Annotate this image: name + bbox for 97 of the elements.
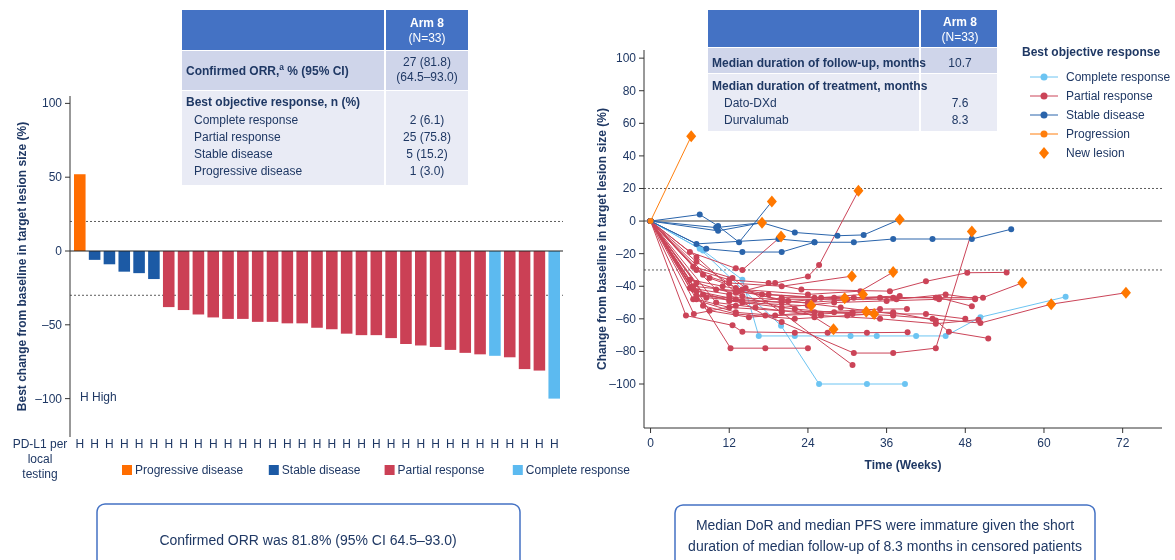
x-tick-label: 72 <box>1115 436 1130 450</box>
y-tick-label: 100 <box>615 51 637 66</box>
x-tick-label: H <box>505 437 515 451</box>
y-tick-label: 0 <box>629 214 637 229</box>
x-tick-label: H <box>208 437 218 451</box>
annotation: Stable disease <box>194 147 274 161</box>
x-tick-label: H <box>75 437 85 451</box>
text: Median DoR and median PFS were immature given the short <box>695 517 1075 533</box>
x-tick-label: H <box>90 437 99 451</box>
legend-label: Partial response <box>1066 89 1154 103</box>
x-tick-label: H <box>327 437 337 451</box>
annotation: Median duration of treatment, months <box>712 79 928 93</box>
y-tick-label: –80 <box>615 344 637 359</box>
y-tick-label: 20 <box>622 181 637 196</box>
y-tick-label: 80 <box>622 83 637 98</box>
x-tick-label: H <box>416 437 426 451</box>
x-tick-label: H <box>134 437 144 451</box>
x-tick-label: 48 <box>958 436 973 450</box>
annotation: 10.7 <box>948 56 972 70</box>
legend-label: Partial response <box>397 463 485 477</box>
text: duration of median follow-up of 8.3 months in censored patients <box>688 538 1082 554</box>
x-tick-label: H <box>119 437 129 451</box>
text: (N=33) <box>408 31 446 45</box>
annotation: 1 (3.0) <box>409 164 445 178</box>
legend-label: New lesion <box>1066 146 1125 160</box>
x-tick-label: 60 <box>1037 436 1051 450</box>
legend-label: Progression <box>1066 127 1131 141</box>
annotation: 2 (6.1) <box>409 113 445 127</box>
y-tick-label: –100 <box>609 377 637 392</box>
text: (N=33) <box>941 30 979 44</box>
y-tick-label: –50 <box>41 317 63 332</box>
y-tick-label: –100 <box>35 391 63 406</box>
annotation: Median duration of follow-up, months <box>712 56 927 70</box>
annotation: Best objective response, n (%) <box>186 95 361 109</box>
x-tick-label: 12 <box>722 436 737 450</box>
y-tick-label: 40 <box>622 148 637 163</box>
x-tick-label: H <box>520 437 529 451</box>
text: Confirmed ORR was 81.8% (95% CI 64.5–93.0) <box>159 532 457 548</box>
x-tick-label: H <box>549 437 559 451</box>
x-tick-label: H <box>490 437 500 451</box>
x-tick-label: H <box>371 437 381 451</box>
annotation: Durvalumab <box>724 113 790 127</box>
x-tick-label: H <box>268 437 277 451</box>
x-tick-label: H <box>312 437 322 451</box>
text: 27 (81.8) <box>402 55 452 69</box>
legend-label: Complete response <box>1066 70 1171 84</box>
text: Arm 8 <box>942 15 978 29</box>
x-tick-label: H <box>194 437 203 451</box>
legend-label: Stable disease <box>281 463 361 477</box>
text: Confirmed ORR,$^{a}$ % (95% CI) <box>186 62 349 78</box>
annotation: 5 (15.2) <box>406 147 448 161</box>
y-tick-label: –60 <box>615 311 637 326</box>
x-tick-label: H <box>446 437 455 451</box>
x-tick-label: H <box>342 437 351 451</box>
annotation: 7.6 <box>951 96 969 110</box>
x-tick-label: 24 <box>801 436 815 450</box>
y-tick-label: –40 <box>615 279 637 294</box>
x-tick-label: H <box>283 437 292 451</box>
x-axis-title: PD-L1 per local testing <box>12 437 68 481</box>
legend-title: Best objective response <box>1022 45 1161 59</box>
annotation: Complete response <box>194 113 299 127</box>
annotation: Progressive disease <box>194 164 303 178</box>
x-tick-label: H <box>386 437 396 451</box>
text: Arm 8 <box>409 16 445 30</box>
x-tick-label: H <box>297 437 307 451</box>
x-tick-label: 0 <box>647 436 655 450</box>
x-tick-label: H <box>164 437 174 451</box>
x-tick-label: H <box>475 437 485 451</box>
x-tick-label: H <box>431 437 440 451</box>
x-tick-label: H <box>357 437 366 451</box>
x-tick-label: H <box>401 437 411 451</box>
y-axis-title: Best change from baseline in target lesion size (%) <box>15 121 29 412</box>
x-axis-title: Time (Weeks) <box>864 458 942 472</box>
x-tick-label: H <box>535 437 544 451</box>
y-tick-label: 100 <box>41 96 63 111</box>
text: (64.5–93.0) <box>396 70 458 84</box>
legend-label: Progressive disease <box>135 463 244 477</box>
x-tick-label: H <box>179 437 188 451</box>
y-tick-label: 50 <box>48 170 63 185</box>
y-tick-label: –20 <box>615 246 637 261</box>
x-tick-label: H <box>460 437 470 451</box>
legend-label: Complete response <box>525 463 631 477</box>
annotation: 25 (75.8) <box>402 130 452 144</box>
y-tick-label: 60 <box>622 116 637 131</box>
x-tick-label: H <box>253 437 263 451</box>
legend-label: Stable disease <box>1066 108 1146 122</box>
annotation: Dato-DXd <box>724 96 777 110</box>
x-tick-label: 36 <box>879 436 894 450</box>
x-tick-label: H <box>105 437 114 451</box>
annotation: 8.3 <box>951 113 969 127</box>
annotation: H High <box>80 390 117 404</box>
y-axis-title: Change from baseline in target lesion size (%) <box>595 107 609 371</box>
y-tick-label: 0 <box>55 244 63 258</box>
x-tick-label: H <box>223 437 233 451</box>
annotation: Partial response <box>194 130 282 144</box>
x-tick-label: H <box>238 437 248 451</box>
x-tick-label: H <box>149 437 159 451</box>
